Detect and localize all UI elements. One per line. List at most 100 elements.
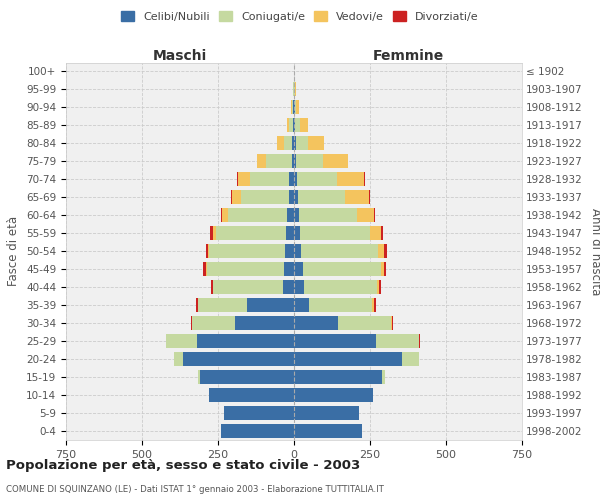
Bar <box>250 172 289 186</box>
Bar <box>345 190 369 204</box>
Y-axis label: Anni di nascita: Anni di nascita <box>589 208 600 295</box>
Bar <box>217 226 286 240</box>
Bar <box>294 370 382 384</box>
Bar <box>294 424 362 438</box>
Bar <box>302 262 381 276</box>
Bar <box>294 334 376 348</box>
Bar <box>296 100 299 114</box>
Bar <box>284 136 292 150</box>
Bar <box>379 280 380 294</box>
Bar <box>287 208 294 222</box>
Bar <box>293 118 294 132</box>
Bar <box>238 172 250 186</box>
Bar <box>373 298 374 312</box>
Bar <box>295 118 300 132</box>
Bar <box>300 226 370 240</box>
Bar <box>287 118 289 132</box>
Bar <box>206 244 208 258</box>
Bar <box>294 352 402 366</box>
Bar <box>294 298 308 312</box>
Bar <box>183 352 294 366</box>
Bar <box>384 262 386 276</box>
Bar <box>374 298 376 312</box>
Bar <box>224 406 294 420</box>
Bar <box>292 136 294 150</box>
Bar <box>294 280 304 294</box>
Bar <box>294 226 300 240</box>
Bar <box>213 280 214 294</box>
Bar <box>374 208 376 222</box>
Bar <box>197 298 198 312</box>
Bar <box>419 334 420 348</box>
Bar <box>286 226 294 240</box>
Bar <box>222 208 228 222</box>
Bar <box>197 334 294 348</box>
Bar <box>266 154 292 168</box>
Bar <box>294 136 296 150</box>
Bar <box>377 280 379 294</box>
Bar <box>209 388 294 402</box>
Bar <box>208 244 209 258</box>
Bar <box>323 154 348 168</box>
Bar <box>241 190 289 204</box>
Bar <box>211 226 213 240</box>
Bar <box>364 172 365 186</box>
Bar <box>231 190 232 204</box>
Bar <box>192 316 235 330</box>
Bar <box>207 262 284 276</box>
Bar <box>209 244 286 258</box>
Bar <box>391 316 392 330</box>
Bar <box>294 208 299 222</box>
Bar <box>289 118 293 132</box>
Text: Popolazione per età, sesso e stato civile - 2003: Popolazione per età, sesso e stato civil… <box>6 460 360 472</box>
Bar <box>289 172 294 186</box>
Bar <box>221 208 222 222</box>
Bar <box>299 208 357 222</box>
Bar <box>384 244 387 258</box>
Bar <box>294 100 295 114</box>
Bar <box>257 154 266 168</box>
Bar <box>232 190 241 204</box>
Bar <box>291 100 292 114</box>
Bar <box>293 100 294 114</box>
Bar <box>221 424 294 438</box>
Text: Femmine: Femmine <box>373 48 443 62</box>
Bar <box>294 406 359 420</box>
Bar <box>196 298 197 312</box>
Text: COMUNE DI SQUINZANO (LE) - Dati ISTAT 1° gennaio 2003 - Elaborazione TUTTITALIA.: COMUNE DI SQUINZANO (LE) - Dati ISTAT 1°… <box>6 484 384 494</box>
Bar <box>294 316 338 330</box>
Bar <box>286 244 294 258</box>
Bar <box>203 262 206 276</box>
Bar <box>228 208 287 222</box>
Bar <box>292 154 294 168</box>
Bar <box>378 244 384 258</box>
Bar <box>237 172 238 186</box>
Bar <box>298 190 345 204</box>
Bar <box>211 280 213 294</box>
Legend: Celibi/Nubili, Coniugati/e, Vedovi/e, Divorziati/e: Celibi/Nubili, Coniugati/e, Vedovi/e, Di… <box>118 8 482 25</box>
Bar <box>292 100 293 114</box>
Bar <box>294 154 296 168</box>
Bar <box>308 136 325 150</box>
Bar <box>191 316 192 330</box>
Bar <box>294 172 297 186</box>
Y-axis label: Fasce di età: Fasce di età <box>7 216 20 286</box>
Bar <box>297 172 337 186</box>
Bar <box>380 226 383 240</box>
Text: Maschi: Maschi <box>153 48 207 62</box>
Bar <box>289 190 294 204</box>
Bar <box>174 352 183 366</box>
Bar <box>294 244 301 258</box>
Bar <box>294 118 295 132</box>
Bar <box>294 388 373 402</box>
Bar <box>402 352 419 366</box>
Bar <box>300 118 308 132</box>
Bar <box>376 334 419 348</box>
Bar <box>277 136 284 150</box>
Bar <box>357 208 374 222</box>
Bar <box>294 262 302 276</box>
Bar <box>213 226 217 240</box>
Bar <box>304 280 377 294</box>
Bar <box>381 262 384 276</box>
Bar <box>206 262 207 276</box>
